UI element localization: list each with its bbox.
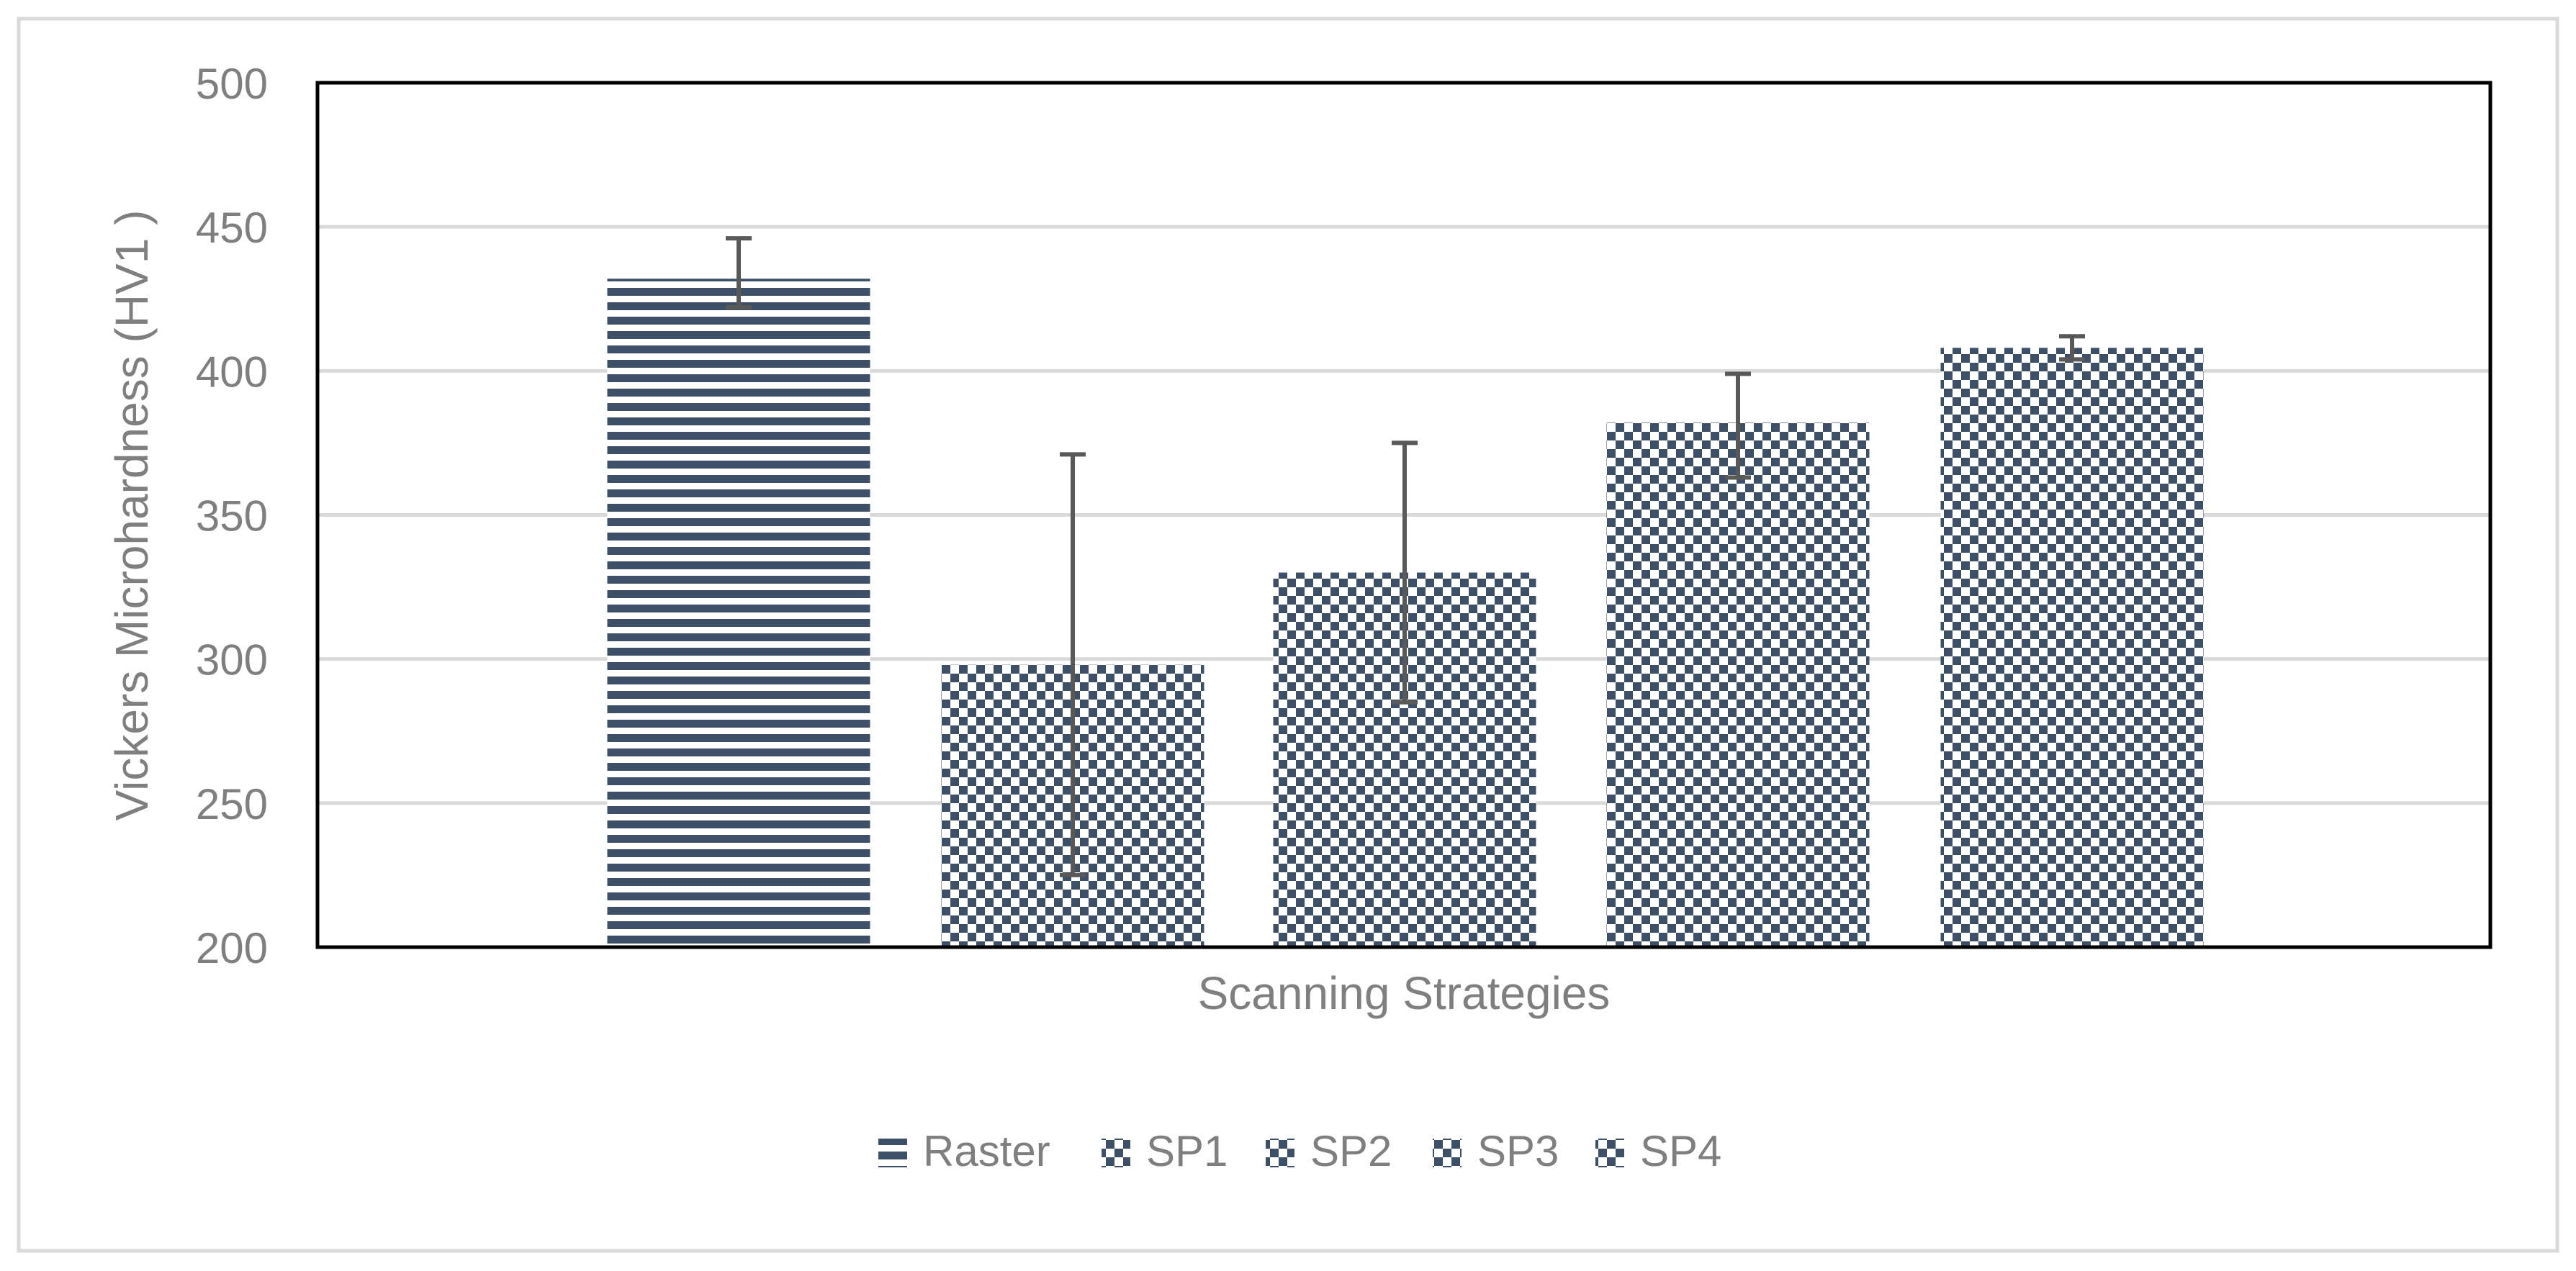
- error-bar-sp1: [1060, 452, 1086, 877]
- x-axis-title: Scanning Strategies: [1198, 967, 1611, 1019]
- legend-swatch-sp4: [1595, 1139, 1624, 1167]
- bar-raster: [607, 279, 870, 947]
- legend-swatch-sp1: [1102, 1139, 1130, 1167]
- legend-swatch-raster: [878, 1139, 907, 1167]
- plot-area-border: [315, 81, 2492, 949]
- y-tick-label: 200: [196, 924, 268, 972]
- legend-swatch-sp2: [1266, 1139, 1294, 1167]
- y-tick-label: 300: [196, 636, 268, 684]
- legend-label-sp2: SP2: [1310, 1127, 1392, 1175]
- bar-sp4: [1940, 348, 2204, 948]
- y-tick-label: 450: [196, 204, 268, 252]
- error-bar-raster: [726, 236, 752, 310]
- legend-swatch-sp3: [1433, 1139, 1462, 1167]
- legend-label-raster: Raster: [923, 1127, 1050, 1175]
- legend-label-sp1: SP1: [1146, 1127, 1228, 1175]
- y-tick-label: 400: [196, 348, 268, 396]
- y-axis-tick-labels: 500 450 400 350 300 250 200: [196, 60, 268, 972]
- error-bar-sp4: [2059, 334, 2085, 362]
- error-bar-sp3: [1725, 371, 1751, 480]
- legend-label-sp4: SP4: [1640, 1127, 1721, 1175]
- error-bars-group: [726, 236, 2085, 877]
- y-tick-label: 250: [196, 780, 268, 828]
- error-bar-sp2: [1392, 440, 1418, 705]
- legend: Raster SP1 SP2 SP3 SP4: [878, 1127, 1721, 1175]
- y-axis-title: Vickers Microhardness (HV1 ): [106, 210, 158, 821]
- y-tick-label: 500: [196, 60, 268, 108]
- legend-label-sp3: SP3: [1477, 1127, 1559, 1175]
- y-tick-label: 350: [196, 492, 268, 540]
- bar-sp3: [1606, 422, 1870, 947]
